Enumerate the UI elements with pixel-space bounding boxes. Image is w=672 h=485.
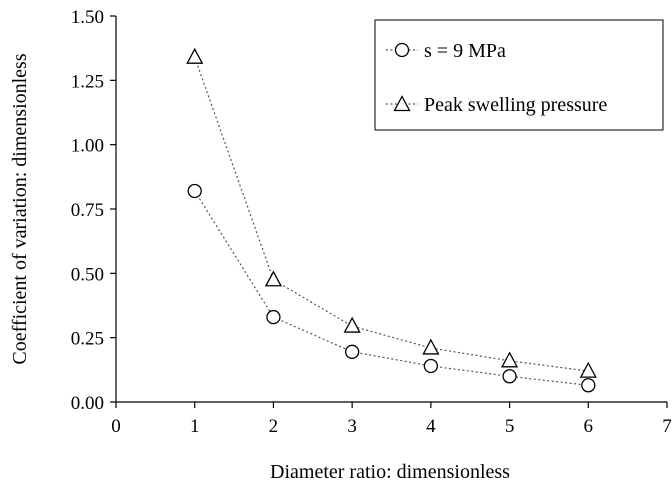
data-point-triangle: [186, 47, 204, 64]
x-tick-label: 4: [426, 416, 436, 437]
x-tick-label: 6: [584, 416, 594, 437]
data-point-circle: [344, 344, 360, 359]
legend-marker-circle: [394, 42, 410, 58]
legend-marker-triangle: [393, 95, 411, 112]
y-axis-title: Coefficient of variation: dimensionless: [9, 53, 31, 364]
data-point-triangle: [579, 361, 597, 378]
data-point-circle: [187, 183, 202, 199]
data-point-triangle: [343, 316, 361, 333]
y-tick-label: 0.50: [71, 264, 104, 285]
x-axis-title: Diameter ratio: dimensionless: [270, 461, 510, 483]
x-tick-label: 5: [505, 416, 515, 437]
x-tick-label: 7: [662, 416, 672, 437]
y-tick-label: 1.25: [71, 71, 104, 92]
x-tick-label: 3: [347, 416, 357, 437]
series-layer: [186, 47, 597, 393]
y-tick-label: 1.00: [71, 136, 104, 157]
y-tick-label: 1.50: [71, 7, 104, 28]
x-tick-label: 2: [269, 416, 279, 437]
legend-box: [374, 19, 664, 131]
legend-label-s9: s = 9 MPa: [424, 40, 506, 62]
y-tick-label: 0.00: [71, 393, 104, 414]
series-line-0: [194, 190, 589, 386]
legend-label-peak: Peak swelling pressure: [424, 94, 607, 116]
data-point-triangle: [264, 270, 283, 287]
y-tick-label: 0.25: [71, 329, 104, 350]
data-point-circle: [423, 358, 439, 374]
y-ticks: 0.00 0.25 0.50 0.75 1.00 1.25 1.50: [71, 7, 116, 414]
x-ticks: 0 1 2 3 4 5 6 7: [111, 402, 672, 437]
data-point-circle: [266, 309, 281, 325]
y-tick-label: 0.75: [71, 200, 104, 221]
data-point-circle: [502, 369, 517, 384]
data-point-triangle: [422, 338, 440, 355]
x-tick-label: 0: [111, 416, 121, 437]
data-point-circle: [581, 378, 596, 393]
legend: s = 9 MPa Peak swelling pressure: [374, 19, 664, 131]
x-tick-label: 1: [190, 416, 200, 437]
data-point-triangle: [500, 351, 519, 368]
